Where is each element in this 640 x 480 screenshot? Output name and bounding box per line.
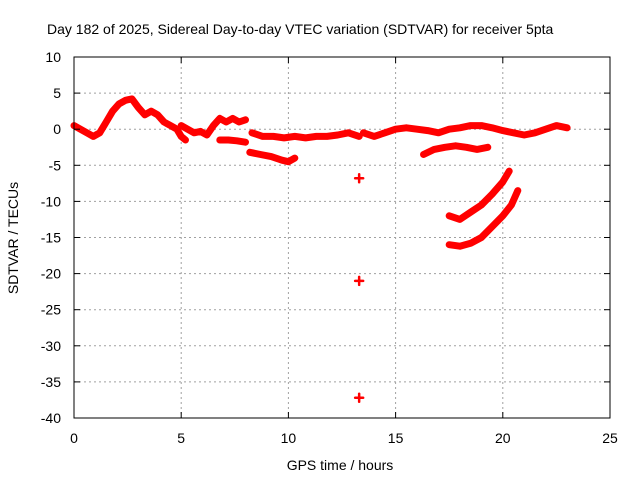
series-track-evening — [359, 122, 571, 140]
x-tick-label: 0 — [70, 430, 78, 446]
series-track-main-late — [248, 129, 363, 142]
x-axis-label: GPS time / hours — [287, 457, 394, 473]
y-tick-label: -40 — [41, 410, 61, 426]
series-track-main-mid — [177, 114, 249, 139]
series-track-short-7h — [216, 136, 249, 146]
y-tick-label: -25 — [41, 302, 61, 318]
chart-title: Day 182 of 2025, Sidereal Day-to-day VTE… — [47, 21, 554, 37]
series-track-16-19h — [420, 142, 492, 158]
series-track-main-early — [70, 95, 189, 144]
y-tick-label: 5 — [53, 85, 61, 101]
y-tick-label: -20 — [41, 266, 61, 282]
outlier-point — [353, 173, 365, 184]
series-track-dip-10h — [246, 148, 299, 166]
y-axis-label: SDTVAR / TECUs — [5, 182, 21, 294]
y-tick-label: 10 — [45, 49, 61, 65]
y-tick-label: -35 — [41, 374, 61, 390]
y-tick-label: -15 — [41, 230, 61, 246]
tick-labels: 0 5 10 15 20 25 10 5 0 -5 -10 -15 -20 -25 -30 -35 -40 — [41, 49, 618, 446]
x-tick-label: 20 — [495, 430, 511, 446]
data-series — [70, 95, 571, 404]
outlier-point — [353, 392, 365, 404]
y-tick-label: -10 — [41, 193, 61, 209]
x-tick-label: 25 — [602, 430, 618, 446]
plot-frame — [73, 56, 611, 419]
x-tick-label: 10 — [281, 430, 297, 446]
x-tick-label: 5 — [177, 430, 185, 446]
y-tick-label: -5 — [49, 157, 62, 173]
series-track-climb-b — [445, 187, 522, 250]
y-tick-label: 0 — [53, 121, 61, 137]
y-tick-label: -30 — [41, 338, 61, 354]
grid — [74, 57, 610, 418]
outlier-point — [353, 275, 365, 287]
x-tick-label: 15 — [388, 430, 404, 446]
series-track-climb-a — [445, 167, 513, 223]
